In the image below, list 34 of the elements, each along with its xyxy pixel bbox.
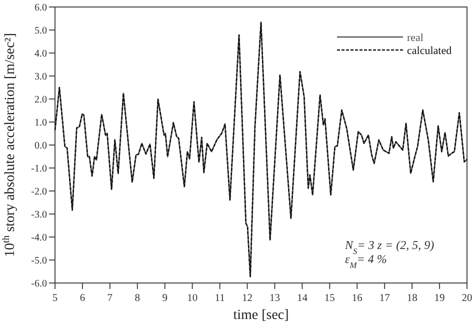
text: real <box>407 32 424 44</box>
y-tick-label: -5.0 <box>31 256 47 266</box>
annotation: N$_{S}$= 3 z = (2, 5, 9) <box>344 238 434 256</box>
x-tick-label: 17 <box>379 293 390 304</box>
y-tick-label: 1.0 <box>34 118 47 128</box>
y-tick-label: -3.0 <box>31 210 47 220</box>
x-tick-label: 6 <box>80 293 86 304</box>
x-tick-label: 11 <box>214 293 225 304</box>
x-tick-label: 8 <box>134 293 140 304</box>
y-tick-label: -1.0 <box>31 164 47 174</box>
x-tick-label: 20 <box>462 293 472 304</box>
x-tick-label: 15 <box>324 293 335 304</box>
y-tick-label: 3.0 <box>34 72 47 82</box>
x-tick-label: 14 <box>296 293 308 304</box>
x-tick-label: 13 <box>269 293 280 304</box>
x-tick-label: 5 <box>52 293 58 304</box>
x-tick-label: 7 <box>107 293 113 304</box>
x-tick-label: 18 <box>406 293 418 304</box>
x-tick-label: 16 <box>352 293 362 304</box>
y-tick-label: -6.0 <box>31 278 47 290</box>
x-tick-label: 10 <box>187 293 198 304</box>
y-tick-label: -2.0 <box>31 186 47 198</box>
y-tick-label: 2.0 <box>34 94 47 106</box>
y-tick-label: 5.0 <box>34 26 47 36</box>
y-tick-label: -4.0 <box>31 232 47 244</box>
x-axis-title: time [sec] <box>233 308 289 323</box>
text: calculated <box>407 45 452 57</box>
y-tick-label: 0.0 <box>34 140 47 152</box>
line-series <box>54 22 468 278</box>
x-tick-label: 12 <box>242 293 253 304</box>
y-tick-label: 6.0 <box>34 2 47 14</box>
y-tick-label: 4.0 <box>34 48 47 60</box>
x-tick-label: 9 <box>162 293 168 304</box>
x-tick-label: 19 <box>434 293 445 304</box>
